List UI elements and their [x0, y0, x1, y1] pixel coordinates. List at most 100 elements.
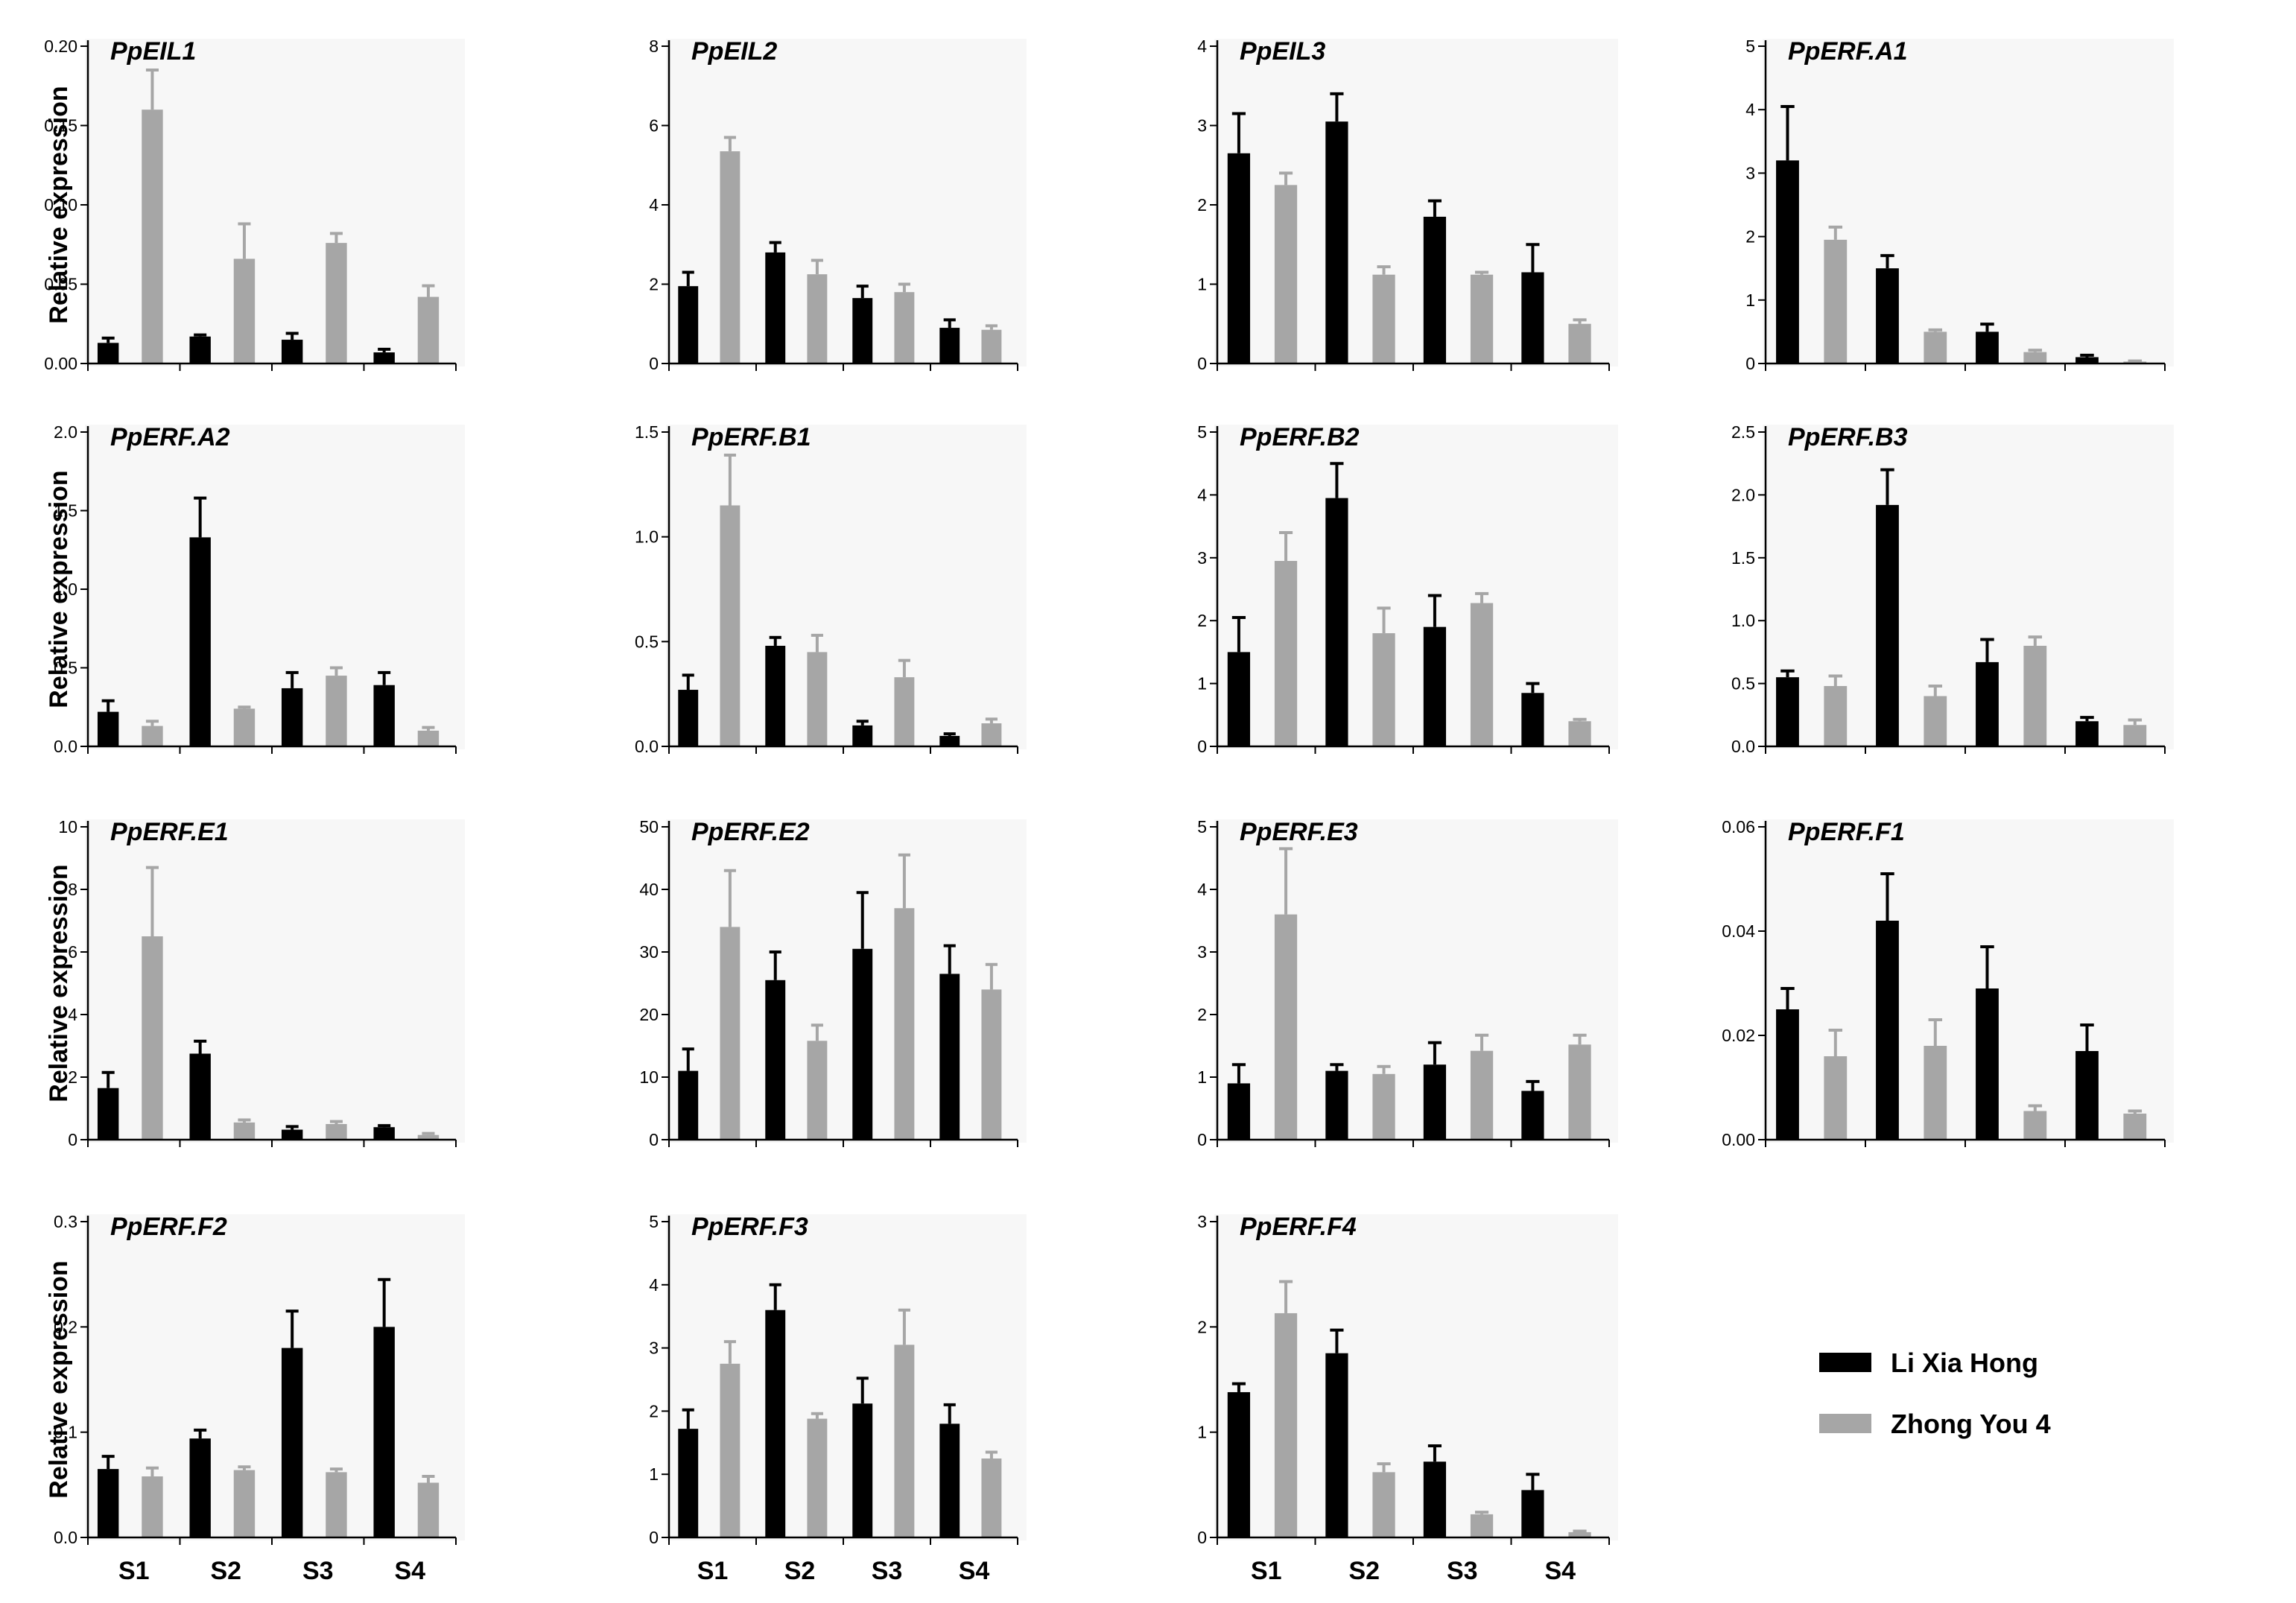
y-tick-label: 0	[1745, 354, 1755, 373]
bar-zhong-you-4-s1	[1274, 1312, 1298, 1537]
y-tick-label: 2	[649, 275, 659, 294]
bar-li-xia-hong-s2	[1325, 1070, 1348, 1140]
y-axis-label: Relative expression	[45, 864, 73, 1102]
panel-pperf-b2: 0 1 2 3 4 5 PpERF.B2	[1197, 422, 1618, 756]
panel-ppeil2: 0 2 4 6 8 PpEIL2	[649, 36, 1027, 373]
bar-zhong-you-4-s4	[981, 989, 1002, 1140]
bar-zhong-you-4-s2	[1372, 1472, 1395, 1537]
y-tick-label: 3	[649, 1339, 659, 1358]
x-category-label: S4	[394, 1557, 425, 1585]
legend-label: Li Xia Hong	[1891, 1348, 2038, 1378]
panel-pperf-b3: 0.0 0.5 1.0 1.5 2.0 2.5 PpERF.B3	[1731, 422, 2174, 756]
panel-title: PpERF.F3	[691, 1213, 808, 1241]
panel-title: PpERF.F2	[110, 1213, 227, 1241]
bar-li-xia-hong-s4	[939, 974, 960, 1140]
x-category-label: S2	[784, 1557, 816, 1585]
y-tick-label: 0.20	[44, 36, 77, 56]
bar-zhong-you-4-s1	[142, 726, 163, 746]
y-tick-label: 3	[1197, 942, 1207, 962]
bar-zhong-you-4-s1	[1274, 914, 1298, 1140]
panel-title: PpERF.F4	[1240, 1213, 1357, 1241]
y-tick-label: 1	[1197, 1423, 1207, 1442]
bar-zhong-you-4-s2	[233, 1122, 256, 1140]
y-tick-label: 4	[1197, 36, 1207, 56]
panel-title: PpEIL3	[1240, 37, 1325, 66]
bar-zhong-you-4-s1	[720, 1363, 741, 1537]
bar-li-xia-hong-s1	[1776, 677, 1799, 746]
bar-zhong-you-4-s3	[326, 676, 347, 746]
y-tick-label: 0.04	[1722, 921, 1755, 941]
y-tick-label: 2.0	[1731, 485, 1755, 504]
panel-pperf-f4: 0 1 2 3 PpERF.F4 S1 S2 S3 S4	[1197, 1212, 1618, 1585]
y-tick-label: 0	[1197, 737, 1207, 756]
bar-li-xia-hong-s1	[1227, 1083, 1251, 1140]
bar-zhong-you-4-s1	[1824, 1056, 1848, 1140]
y-tick-label: 1.0	[1731, 611, 1755, 630]
bar-li-xia-hong-s1	[1227, 652, 1251, 746]
bar-li-xia-hong-s3	[1976, 661, 1999, 746]
bar-zhong-you-4-s4	[417, 730, 440, 746]
bar-zhong-you-4-s3	[2023, 1111, 2047, 1140]
bar-zhong-you-4-s3	[2023, 352, 2047, 364]
bar-zhong-you-4-s4	[417, 1134, 440, 1140]
legend: Li Xia Hong Zhong You 4	[1819, 1348, 2051, 1439]
panel-ppeil3: 0 1 2 3 4 PpEIL3	[1197, 36, 1618, 373]
bar-li-xia-hong-s4	[1521, 693, 1544, 746]
bar-li-xia-hong-s3	[1423, 216, 1447, 364]
y-tick-label: 0	[1197, 1130, 1207, 1149]
x-category-label: S4	[959, 1557, 990, 1585]
bar-zhong-you-4-s3	[326, 243, 347, 364]
bar-li-xia-hong-s3	[852, 948, 873, 1140]
panel-title: PpEIL1	[110, 37, 196, 66]
bar-zhong-you-4-s2	[807, 274, 828, 364]
y-tick-label: 0.5	[54, 658, 77, 678]
bar-li-xia-hong-s2	[1876, 504, 1899, 746]
y-tick-label: 2	[68, 1067, 77, 1087]
bar-li-xia-hong-s1	[97, 1088, 119, 1140]
panel-pperf-e3: 0 1 2 3 4 5 PpERF.E3	[1197, 817, 1618, 1149]
bar-li-xia-hong-s2	[765, 252, 786, 364]
bar-zhong-you-4-s1	[720, 927, 741, 1140]
panel-title: PpERF.B2	[1240, 423, 1360, 451]
y-tick-label: 0.3	[54, 1212, 77, 1231]
bar-zhong-you-4-s1	[142, 109, 163, 364]
y-tick-label: 0	[1197, 354, 1207, 373]
bar-zhong-you-4-s1	[1824, 685, 1848, 746]
bar-zhong-you-4-s4	[2123, 361, 2147, 364]
y-tick-label: 0.1	[54, 1423, 77, 1442]
y-tick-label: 5	[1197, 817, 1207, 837]
bar-li-xia-hong-s4	[939, 735, 960, 746]
bar-zhong-you-4-s2	[1924, 696, 1947, 746]
bar-li-xia-hong-s3	[852, 725, 873, 746]
y-tick-label: 0.5	[635, 632, 659, 651]
bar-zhong-you-4-s4	[981, 1458, 1002, 1537]
y-tick-label: 0.10	[44, 195, 77, 215]
panel-title: PpERF.E2	[691, 818, 810, 846]
bar-zhong-you-4-s3	[326, 1472, 347, 1537]
y-tick-label: 1	[1197, 275, 1207, 294]
bar-zhong-you-4-s3	[1470, 274, 1494, 364]
y-tick-label: 1.5	[1731, 548, 1755, 568]
bar-li-xia-hong-s4	[2075, 357, 2099, 364]
bar-zhong-you-4-s4	[1568, 1044, 1591, 1140]
bar-li-xia-hong-s3	[1423, 1461, 1447, 1537]
bar-li-xia-hong-s2	[1325, 498, 1348, 746]
y-tick-label: 0.15	[44, 116, 77, 136]
bar-zhong-you-4-s3	[2023, 645, 2047, 746]
x-category-label: S3	[872, 1557, 903, 1585]
panel-title: PpERF.E3	[1240, 818, 1358, 846]
bar-li-xia-hong-s1	[678, 286, 699, 364]
bar-li-xia-hong-s4	[1521, 1091, 1544, 1140]
y-tick-label: 0.06	[1722, 817, 1755, 837]
bar-zhong-you-4-s2	[1924, 1046, 1947, 1140]
y-tick-label: 20	[639, 1005, 659, 1024]
y-tick-label: 2	[649, 1401, 659, 1421]
bar-li-xia-hong-s4	[2075, 1051, 2099, 1140]
bar-li-xia-hong-s2	[189, 336, 211, 364]
y-tick-label: 6	[68, 942, 77, 962]
y-tick-label: 2	[1197, 1317, 1207, 1336]
bar-zhong-you-4-s1	[1824, 239, 1848, 364]
bar-li-xia-hong-s1	[1776, 1009, 1799, 1140]
bar-zhong-you-4-s1	[142, 1476, 163, 1537]
bar-zhong-you-4-s3	[894, 292, 915, 364]
